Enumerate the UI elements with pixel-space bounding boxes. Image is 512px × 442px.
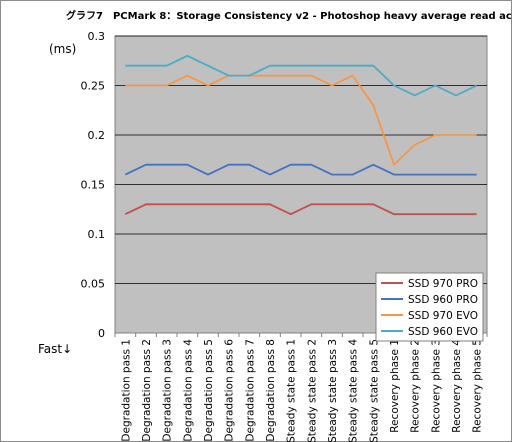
x-tick-label: Steady state pass 3: [327, 339, 339, 442]
series-line-ssd-970-evo: [125, 74, 477, 166]
x-tick-label: Degradation pass 7: [244, 339, 256, 442]
legend-label: SSD 960 PRO: [408, 294, 478, 306]
x-tick-label: Recovery phase 2: [410, 339, 422, 433]
chart-title: グラフ7 PCMark 8：Storage Consistency v2 - P…: [66, 9, 512, 22]
x-tick-label: Degradation pass 6: [224, 339, 236, 442]
fast-note: Fast↓: [38, 342, 72, 356]
y-tick-label: 0: [98, 327, 105, 340]
x-tick-label: Degradation pass 2: [141, 339, 153, 442]
x-tick-label: Degradation pass 3: [162, 339, 174, 442]
legend-label: SSD 960 EVO: [408, 326, 478, 338]
legend-label: SSD 970 EVO: [408, 310, 478, 322]
series-line-ssd-970-pro: [124, 203, 477, 216]
series-line-ssd-960-evo: [125, 54, 478, 97]
x-tick-label: Degradation pass 1: [120, 339, 132, 442]
x-tick-label: Steady state pass 2: [306, 339, 318, 442]
legend: SSD 970 PRO SSD 960 PRO SSD 970 EVO SSD 960…: [375, 272, 484, 342]
x-tick-label: Steady state pass 5: [368, 339, 380, 442]
plot-area: 0 0.05 0.1 0.15 0.2 0.25 0.3 Degradation pass 1…: [81, 30, 488, 442]
x-tick-label: Degradation pass 4: [182, 339, 194, 442]
x-tick-label: Recovery phase 1: [389, 339, 401, 433]
x-tick-label: Steady state pass 4: [348, 339, 360, 442]
y-tick-label: 0.05: [81, 278, 106, 291]
y-tick-label: 0.3: [88, 30, 106, 43]
y-tick-label: 0.2: [88, 129, 106, 142]
series-line-ssd-960-pro: [124, 163, 477, 176]
y-tick-label: 0.25: [81, 80, 106, 93]
y-tick-label: 0.15: [81, 179, 106, 192]
legend-label: SSD 970 PRO: [408, 278, 478, 290]
x-tick-label: Steady state pass 1: [286, 339, 298, 442]
legend-box: [375, 272, 484, 342]
x-tick-label: Recovery phase 3: [430, 339, 442, 433]
y-tick-label: 0.1: [88, 228, 106, 241]
x-tick-label: Recovery phase 4: [451, 339, 463, 433]
x-tick-label: Degradation pass 5: [203, 339, 215, 442]
x-tick-label: Degradation pass 8: [265, 339, 277, 442]
y-axis-unit: (ms): [49, 42, 76, 56]
x-tick-label: Recovery phase 5: [472, 339, 484, 433]
